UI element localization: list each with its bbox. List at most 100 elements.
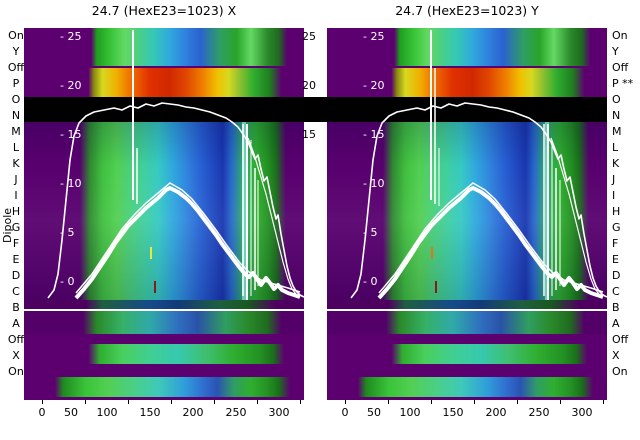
row-label: J [612, 173, 616, 186]
heatmap-panel-x: - 25 - 20 - 15 - 10 - 5 - 0 [24, 28, 304, 400]
row-label: Y [12, 45, 20, 58]
y-tick-label: - 20 [363, 79, 385, 92]
row-label: Off [7, 333, 25, 346]
row-label: I [14, 189, 18, 202]
overlay-curves-svg [350, 30, 607, 300]
x-tick-label: 150 [442, 406, 464, 419]
row-label: M [11, 125, 21, 138]
yellow-tick-marker [150, 247, 152, 259]
row-label: C [12, 285, 20, 298]
row-label: M [612, 125, 622, 138]
row-label: K [612, 157, 620, 170]
row-label: E [612, 253, 619, 266]
dark-row-band [24, 300, 304, 309]
row-label: G [612, 221, 621, 234]
y-tick-label: - 10 [363, 177, 385, 190]
shared-y-tick-label: 25 [302, 30, 316, 43]
white-separator-line [24, 309, 607, 311]
x-tick-label: 300 [268, 406, 290, 419]
row-label: H [11, 205, 21, 218]
x-tick-label: 200 [182, 406, 204, 419]
shared-y-tick-label: 15 [302, 128, 316, 141]
left-row-labels: On Y Off P O N M L K J I H G F E D C B A Off X On [6, 30, 26, 378]
row-label: D [11, 269, 21, 282]
x-tick-label: 50 [367, 406, 381, 419]
row-label: O [612, 93, 621, 106]
bottom-color-band [24, 377, 304, 397]
row-label: A [612, 317, 620, 330]
row-label: On [8, 365, 24, 378]
between-panel-yticks: 25 20 15 [302, 31, 316, 141]
panel-y-yticks: - 25 - 20 - 15 - 10 - 5 - 0 [363, 30, 407, 288]
bottom-color-band [327, 377, 607, 397]
dark-red-tick-marker [435, 281, 437, 293]
cyan-column [242, 122, 246, 300]
row-label: L [612, 141, 619, 154]
row-label: P ** [612, 77, 634, 90]
y-tick-label: - 0 [60, 275, 75, 288]
row-label: I [612, 189, 616, 202]
row-label: G [11, 221, 21, 234]
row-label: D [612, 269, 621, 282]
panel-x-yticks: - 25 - 20 - 15 - 10 - 5 - 0 [60, 30, 104, 288]
y-tick-label: - 25 [60, 30, 82, 43]
heatmap-panel-y: - 25 - 20 - 15 - 10 - 5 - 0 [327, 28, 607, 400]
green-band [24, 344, 304, 364]
panel-x-xticks: 0 50 100 150 200 250 300 [38, 406, 300, 419]
row-label: B [12, 301, 20, 314]
y-tick-label: - 0 [363, 275, 378, 288]
y-tick-label: - 10 [60, 177, 82, 190]
top-color-band [24, 28, 304, 66]
row-label: Y [612, 45, 619, 58]
y-tick-label: - 15 [363, 128, 385, 141]
dark-red-tick-marker [154, 281, 156, 293]
row-label: H [612, 205, 621, 218]
row-label: F [12, 237, 20, 250]
row-label: On [612, 29, 628, 42]
y-tick-label: - 15 [60, 128, 82, 141]
top-color-band [327, 28, 607, 66]
row-label: X [612, 349, 620, 362]
y-tick-label: - 5 [363, 226, 378, 239]
row-label: Off [612, 333, 629, 346]
panel-y-xticks: 0 50 100 150 200 250 300 [341, 406, 603, 419]
panel-x-tickmarks [42, 400, 301, 404]
y-tick-label: - 5 [60, 226, 75, 239]
row-label: X [12, 349, 20, 362]
row-label: Off [7, 61, 25, 74]
row-label: A [12, 317, 20, 330]
y-tick-label: - 25 [363, 30, 385, 43]
y-tick-label: - 20 [60, 79, 82, 92]
row-label: N [11, 109, 21, 122]
row-label: On [8, 29, 24, 42]
overlay-curves-svg [47, 30, 304, 300]
green-band [327, 344, 607, 364]
x-tick-label: 250 [528, 406, 550, 419]
x-tick-label: 200 [485, 406, 507, 419]
row-label: E [12, 253, 20, 266]
x-tick-label: 100 [399, 406, 421, 419]
shared-y-tick-label: 20 [302, 79, 316, 92]
x-tick-label: 150 [139, 406, 161, 419]
x-tick-label: 0 [38, 406, 46, 419]
dim-color-band [24, 311, 304, 334]
row-label: N [612, 109, 621, 122]
x-tick-label: 50 [64, 406, 78, 419]
panel-x-title: 24.7 (HexE23=1023) X [91, 3, 237, 18]
orange-tick-marker [431, 247, 433, 259]
row-label: Off [612, 61, 629, 74]
right-row-labels: On Y Off P ** O N M L K J I H G F E D C B A Off X On [612, 30, 640, 378]
x-tick-label: 250 [225, 406, 247, 419]
row-label: L [12, 141, 20, 154]
row-label: C [612, 285, 620, 298]
panel-y-tickmarks [345, 400, 604, 404]
row-label: On [612, 365, 628, 378]
x-tick-label: 300 [571, 406, 593, 419]
row-label: O [11, 93, 21, 106]
x-tick-label: 0 [341, 406, 349, 419]
dark-row-band [327, 300, 607, 309]
hot-color-band [24, 68, 304, 97]
row-label: K [12, 157, 20, 170]
dim-color-band [327, 311, 607, 334]
